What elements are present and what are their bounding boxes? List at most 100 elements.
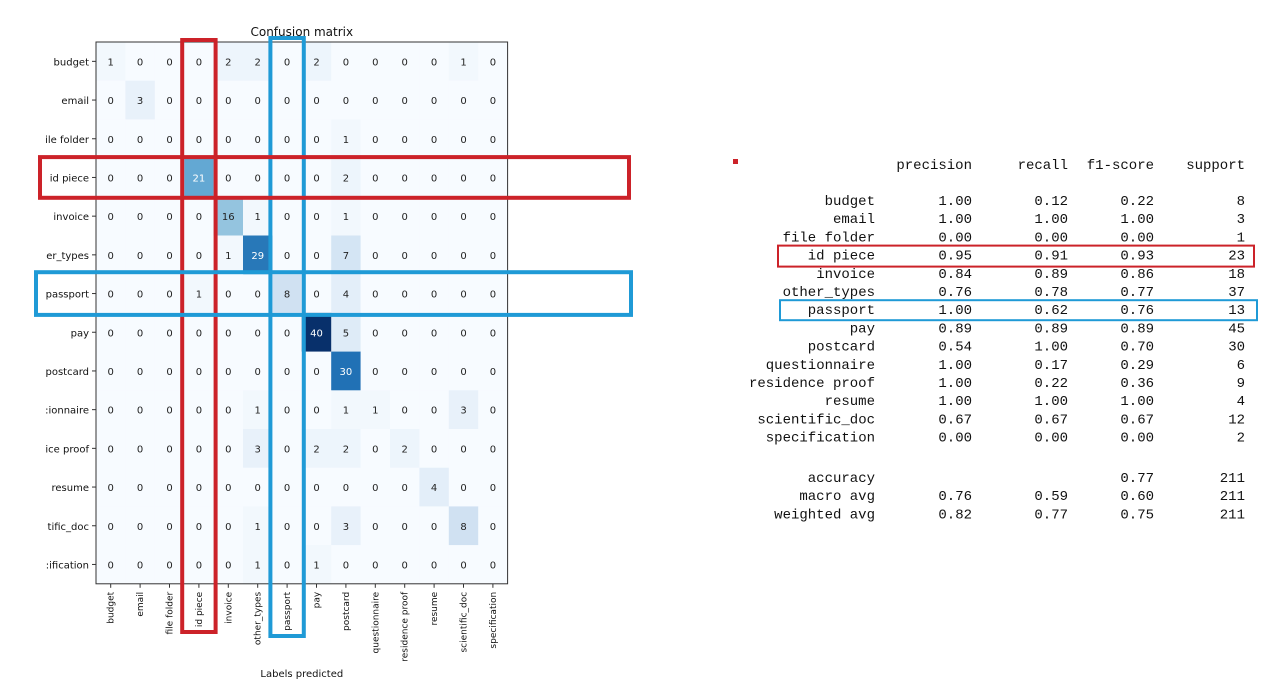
- cell-value: 0: [343, 57, 349, 68]
- heatmap-cell: [154, 351, 185, 391]
- cell-value: 0: [225, 290, 231, 301]
- heatmap-cell: [419, 351, 450, 391]
- cell-value: 0: [284, 367, 290, 378]
- report-cell: 0.00: [938, 230, 972, 246]
- heatmap-cell: [419, 429, 450, 468]
- x-tick-label: pay: [313, 591, 323, 608]
- cell-value: 0: [343, 483, 349, 494]
- report-cell: 0.00: [1120, 230, 1154, 246]
- report-row-label: residence proof: [749, 376, 875, 392]
- cell-value: 0: [372, 522, 378, 533]
- cell-value: 0: [108, 96, 114, 107]
- heatmap-cell: [419, 80, 450, 120]
- x-tick-label: postcard: [342, 592, 352, 631]
- heatmap-cell: [213, 351, 244, 391]
- cell-value: 0: [196, 367, 202, 378]
- heatmap-cell: [96, 312, 126, 352]
- cell-value: 0: [108, 522, 114, 533]
- heatmap-cell: [154, 545, 185, 585]
- heatmap-cell: [154, 119, 185, 159]
- heatmap-cell: [213, 158, 244, 198]
- heatmap-cell: [390, 390, 420, 430]
- cell-value: 1: [343, 135, 349, 146]
- cell-value: 7: [343, 251, 349, 262]
- report-cell: 0.22: [1120, 194, 1154, 210]
- heatmap-cell: [96, 80, 126, 120]
- report-cell: 4: [1237, 394, 1245, 410]
- cell-value: 0: [313, 522, 319, 533]
- cell-value: 1: [313, 560, 319, 571]
- heatmap-cell: [125, 467, 156, 507]
- heatmap-cell: [390, 274, 420, 314]
- report-row-label: specification: [766, 431, 875, 447]
- cell-value: 0: [137, 483, 143, 494]
- heatmap-cell: [96, 545, 126, 585]
- cell-value: 0: [460, 328, 466, 339]
- heatmap-cell: [301, 196, 332, 236]
- heatmap-cell: [125, 80, 156, 120]
- heatmap-cell: [243, 429, 273, 468]
- cell-value: 0: [284, 483, 290, 494]
- cell-value: 0: [402, 560, 408, 571]
- heatmap-cell: [272, 506, 303, 546]
- heatmap-cell: [243, 390, 273, 430]
- cell-value: 0: [225, 522, 231, 533]
- heatmap-cell: [301, 545, 332, 585]
- cell-value: 0: [137, 57, 143, 68]
- report-cell: 0.29: [1120, 358, 1154, 374]
- cell-value: 0: [108, 367, 114, 378]
- report-cell: 1.00: [1034, 340, 1068, 356]
- report-cell: 0.91: [1034, 249, 1068, 265]
- cell-value: 0: [166, 212, 172, 223]
- heatmap-cell: [390, 196, 420, 236]
- heatmap-cell: [301, 312, 332, 352]
- heatmap-cell: [125, 429, 156, 468]
- report-row-label: accuracy: [808, 471, 875, 487]
- cell-value: 0: [372, 483, 378, 494]
- cell-value: 0: [137, 444, 143, 455]
- cell-value: 0: [108, 444, 114, 455]
- cell-value: 0: [431, 173, 437, 184]
- cell-value: 0: [225, 135, 231, 146]
- heatmap-cell: [272, 119, 303, 159]
- heatmap-cell: [448, 274, 479, 314]
- report-cell: 30: [1228, 340, 1245, 356]
- heatmap-cell: [272, 390, 303, 430]
- y-tick-label: postcard: [45, 367, 89, 378]
- heatmap-cell: [360, 196, 391, 236]
- report-cell: 0.00: [1120, 431, 1154, 447]
- cell-value: 0: [166, 522, 172, 533]
- cell-value: 0: [490, 444, 496, 455]
- heatmap-cell: [419, 119, 450, 159]
- cell-value: 0: [460, 251, 466, 262]
- heatmap-cell: [448, 545, 479, 585]
- heatmap-cell: [184, 506, 214, 546]
- cell-value: 0: [372, 212, 378, 223]
- highlight-report-passport: [779, 299, 1258, 322]
- report-cell: 1.00: [938, 358, 972, 374]
- cell-value: 0: [490, 96, 496, 107]
- cell-value: 0: [431, 560, 437, 571]
- cell-value: 0: [490, 367, 496, 378]
- heatmap-cell: [125, 42, 156, 81]
- cell-value: 0: [402, 96, 408, 107]
- cell-value: 0: [196, 135, 202, 146]
- y-tick-label: ice proof: [45, 444, 89, 455]
- heatmap-cell: [154, 312, 185, 352]
- x-axis-label: Labels predicted: [260, 669, 343, 680]
- heatmap-cell: [360, 429, 391, 468]
- heatmap-cell: [125, 390, 156, 430]
- heatmap-cell: [243, 274, 273, 314]
- plot-frame: [95, 41, 509, 585]
- heatmap-cell: [96, 390, 126, 430]
- y-tick-label: :ification: [46, 560, 89, 571]
- report-cell: 45: [1228, 321, 1245, 337]
- cell-value: 0: [402, 367, 408, 378]
- cell-value: 0: [460, 483, 466, 494]
- heatmap-cell: [419, 390, 450, 430]
- y-tick-label: invoice: [53, 212, 89, 223]
- heatmap-cell: [96, 196, 126, 236]
- cell-value: 0: [490, 135, 496, 146]
- cell-value: 0: [225, 367, 231, 378]
- heatmap-cell: [96, 119, 126, 159]
